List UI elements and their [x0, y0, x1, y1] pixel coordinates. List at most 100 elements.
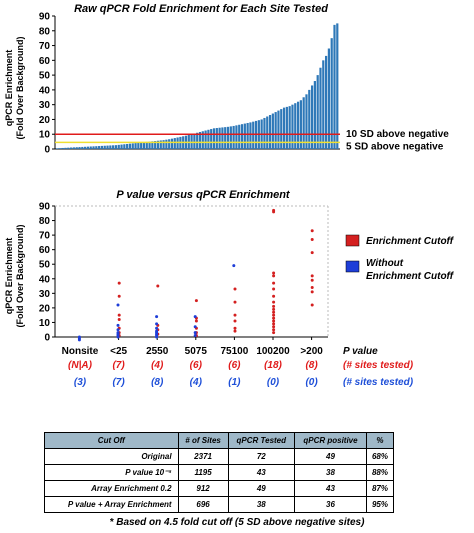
- bar: [288, 106, 291, 149]
- data-point: [117, 294, 121, 298]
- data-point: [272, 307, 276, 311]
- data-point: [116, 328, 120, 332]
- bar: [142, 142, 146, 149]
- site-count-label: (7): [112, 377, 125, 388]
- site-count-label: (8): [151, 377, 164, 388]
- y-tick-label: 70: [39, 41, 51, 52]
- data-point: [156, 284, 160, 288]
- bar: [84, 146, 87, 149]
- footnote: * Based on 4.5 fold cut off (5 SD above …: [109, 517, 365, 528]
- x-tick-label: <25: [110, 346, 127, 357]
- y-tick-label: 10: [39, 130, 51, 141]
- bar: [114, 145, 118, 149]
- fold-enrichment-bar-chart: Raw qPCR Fold Enrichment for Each Site T…: [4, 3, 449, 156]
- bar: [229, 126, 232, 149]
- bar: [271, 113, 274, 149]
- table-row: P value + Array Enrichment 696 38 36 95%: [44, 496, 395, 513]
- bar: [310, 85, 314, 149]
- y-tick-label: 40: [39, 85, 51, 96]
- data-point: [233, 300, 237, 304]
- bar: [201, 131, 204, 149]
- header-qpcr-positive: qPCR positive: [293, 432, 367, 449]
- bar: [148, 141, 151, 149]
- data-point: [272, 316, 276, 320]
- header-num-sites: # of Sites: [177, 432, 229, 449]
- chart2-x-axis: Nonsite <25 2550 5075 75100 100200 >200 P value…: [62, 346, 414, 388]
- data-point: [155, 322, 159, 326]
- x-tick-label: 100200: [256, 346, 290, 357]
- x-axis-label: P value: [343, 346, 378, 357]
- site-count-label: (4): [151, 360, 164, 371]
- data-point: [232, 264, 236, 268]
- cell-qpcr-tested: 43: [227, 464, 295, 481]
- cell-qpcr-positive: 43: [293, 480, 367, 497]
- data-point: [310, 290, 314, 294]
- bar: [126, 143, 129, 149]
- data-point: [155, 315, 159, 319]
- bar: [86, 146, 90, 149]
- bar: [156, 140, 160, 149]
- bar: [240, 124, 244, 149]
- data-point: [310, 286, 314, 290]
- cell-cut-off: Original: [44, 448, 179, 465]
- reference-line-label: 10 SD above negative: [346, 129, 449, 140]
- data-point: [116, 323, 120, 327]
- bar: [196, 132, 199, 149]
- cell-num-sites: 696: [177, 496, 229, 513]
- data-point: [272, 271, 276, 275]
- bar: [100, 145, 104, 149]
- header-cut-off: Cut Off: [44, 432, 179, 449]
- site-count-label: (6): [228, 360, 241, 371]
- y-tick-label: 90: [39, 12, 51, 23]
- data-point: [310, 237, 314, 241]
- data-point: [272, 331, 276, 335]
- y-tick-label: 0: [44, 333, 50, 344]
- bar: [333, 24, 336, 149]
- y-tick-label: 50: [39, 260, 51, 271]
- data-point: [272, 313, 276, 317]
- bar: [109, 145, 112, 149]
- bar: [61, 147, 64, 149]
- data-point: [310, 303, 314, 307]
- x-tick-label: 2550: [146, 346, 169, 357]
- site-count-label: (18): [264, 360, 282, 371]
- bar: [282, 107, 286, 149]
- y-tick-label: 80: [39, 216, 51, 227]
- site-count-row-label: (# sites tested): [343, 377, 414, 388]
- bar: [324, 55, 328, 149]
- bar: [103, 145, 106, 149]
- bar: [98, 146, 101, 149]
- bar: [75, 147, 78, 149]
- bar: [81, 146, 84, 149]
- bar: [140, 142, 143, 149]
- bar: [285, 106, 288, 149]
- bar: [145, 141, 148, 149]
- bar: [249, 122, 252, 149]
- data-point: [272, 300, 276, 304]
- bar: [193, 133, 196, 149]
- reference-line-label: 5 SD above negative: [346, 141, 444, 152]
- y-tick-label: 30: [39, 289, 51, 300]
- data-point: [233, 319, 237, 323]
- x-tick-label: >200: [300, 346, 323, 357]
- data-point: [272, 322, 276, 326]
- data-point: [272, 287, 276, 291]
- table-header-row: Cut Off # of Sites qPCR Tested qPCR posi…: [44, 432, 395, 449]
- bar: [212, 128, 216, 149]
- table-row: P value 10⁻⁵ 1195 43 38 88%: [44, 464, 395, 481]
- x-tick-label: Nonsite: [62, 346, 99, 357]
- bar: [296, 101, 300, 149]
- data-point: [194, 299, 198, 303]
- bar: [120, 144, 123, 149]
- data-point: [194, 319, 198, 323]
- bar: [322, 60, 325, 150]
- legend-label-without-line2: Enrichment Cutoff: [366, 271, 455, 282]
- data-point: [193, 334, 197, 338]
- bar: [151, 141, 154, 149]
- site-count-label: (7): [112, 360, 125, 371]
- bar: [243, 123, 246, 149]
- data-point: [155, 335, 159, 339]
- bar: [168, 139, 171, 149]
- pvalue-scatter-chart: P value versus qPCR Enrichment qPCR Enri…: [4, 189, 455, 388]
